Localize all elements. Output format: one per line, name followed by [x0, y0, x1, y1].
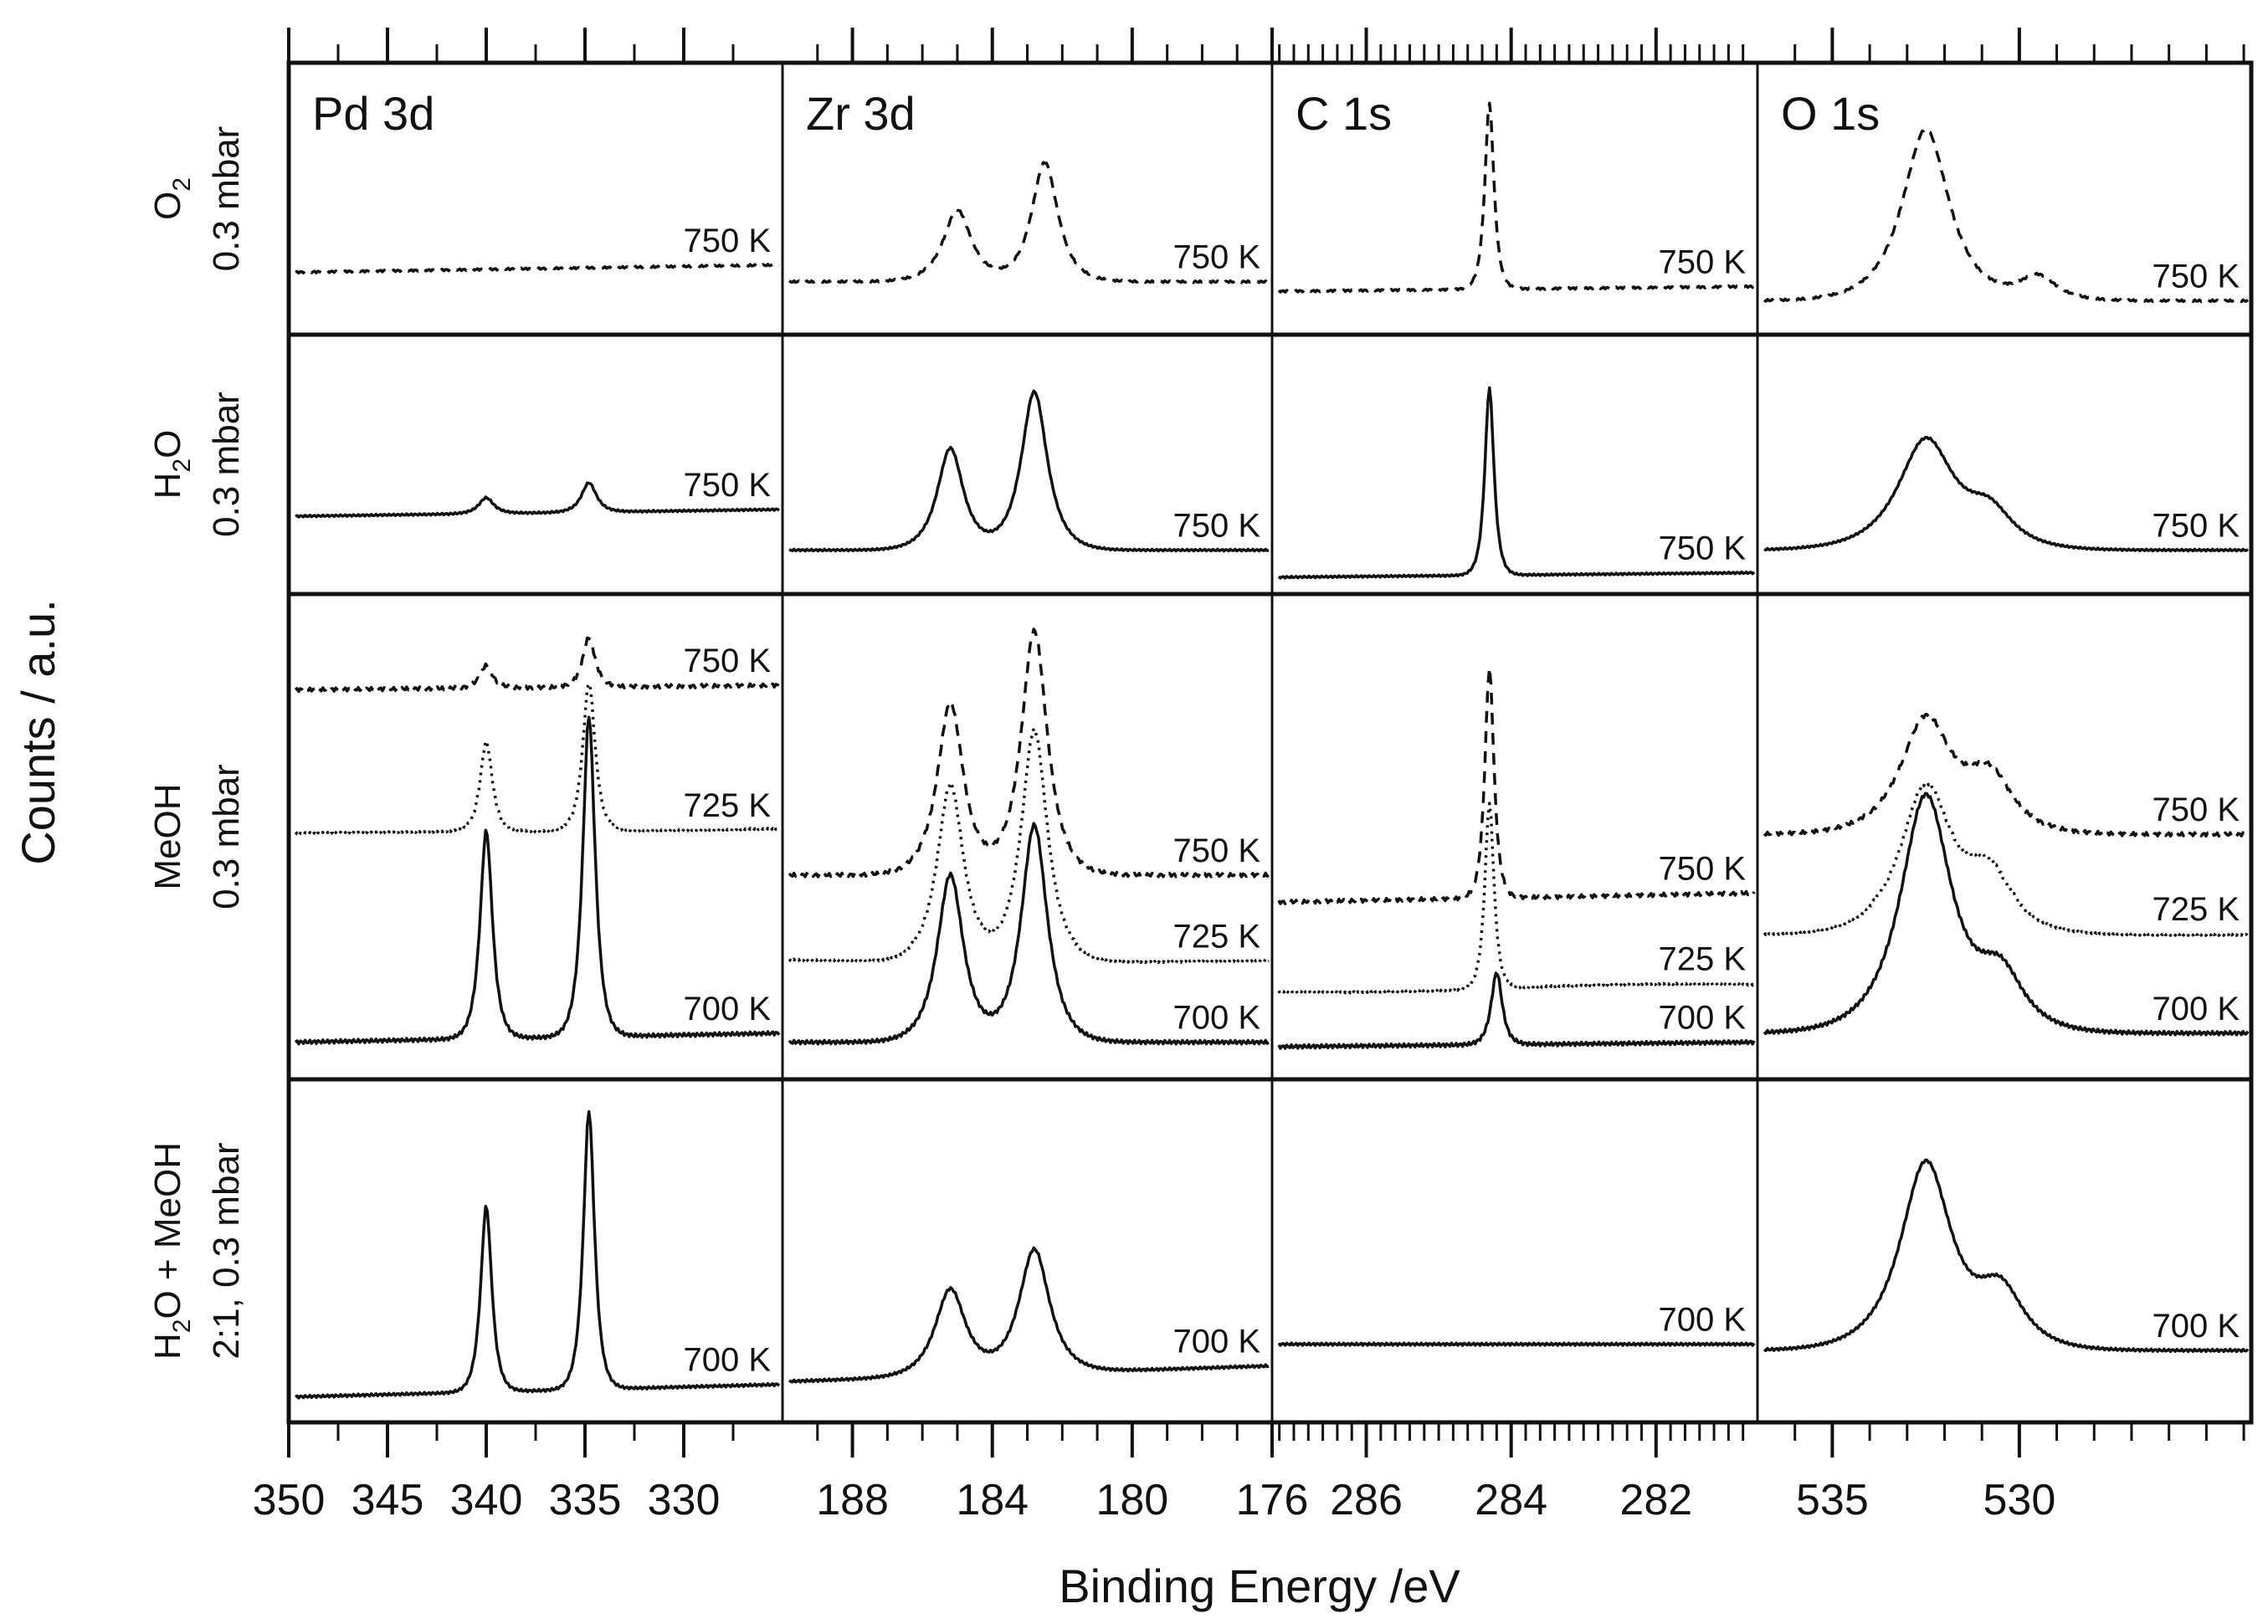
panel-grid	[286, 60, 2254, 1425]
temperature-label: 750 K	[1172, 239, 1260, 276]
temperature-label: 725 K	[683, 787, 771, 824]
spectrum-line	[1277, 386, 1756, 580]
row-label: O2 0.3 mbar	[147, 126, 247, 272]
spectrum-line	[788, 161, 1270, 284]
x-tick-label: 535	[1796, 1476, 1869, 1524]
spectrum-line	[1763, 781, 2250, 937]
temperature-label: 725 K	[1172, 918, 1260, 955]
x-tick-label: 340	[450, 1476, 523, 1524]
row-label-line1: H2O + MeOH	[147, 1142, 196, 1360]
spectrum-line	[788, 726, 1270, 965]
row-label-line1: H2O	[147, 430, 196, 499]
x-tick-label: 176	[1236, 1476, 1309, 1524]
spectrum-line	[294, 715, 781, 1046]
panel-title: Pd 3d	[312, 87, 434, 140]
temperature-label: 750 K	[2152, 792, 2240, 828]
spectrum-line	[1763, 792, 2250, 1037]
panel-title: Zr 3d	[806, 87, 916, 140]
temperature-label: 750 K	[683, 223, 771, 259]
temperature-label: 750 K	[1172, 832, 1260, 869]
spectrum-line	[1277, 971, 1756, 1050]
temperature-label: 750 K	[1172, 508, 1260, 545]
temperature-label: 725 K	[2152, 891, 2240, 928]
x-tick-label: 345	[351, 1476, 424, 1524]
x-tick-label: 335	[549, 1476, 622, 1524]
spectrum-line	[1277, 802, 1756, 996]
temperature-label: 700 K	[2152, 1308, 2240, 1345]
row-label: H2O + MeOH 2:1, 0.3 mbar	[147, 1142, 247, 1360]
temperature-label: 725 K	[1658, 940, 1746, 977]
row-label-line1: MeOH	[147, 783, 188, 889]
spectra-curves	[294, 101, 2250, 1400]
temperature-label: 750 K	[2152, 508, 2240, 545]
temperature-label: 700 K	[2152, 991, 2240, 1027]
x-tick-label: 282	[1619, 1476, 1692, 1524]
panel-title: O 1s	[1781, 87, 1880, 140]
axis-ticks	[287, 28, 2245, 1458]
row-label-line1: O2	[147, 177, 196, 220]
x-tick-label: 188	[816, 1476, 889, 1524]
temperature-label: 750 K	[683, 643, 771, 679]
spectrum-line	[295, 1109, 781, 1400]
outer-frame	[286, 60, 2254, 1425]
spectrum-line	[295, 481, 780, 519]
spectrum-line	[788, 822, 1270, 1046]
row-label: MeOH 0.3 mbar	[147, 764, 247, 909]
spectrum-line	[1763, 436, 2250, 553]
spectrum-line	[294, 682, 781, 838]
temperature-label: 750 K	[1658, 243, 1746, 280]
row-label-line2: 2:1, 0.3 mbar	[206, 1142, 247, 1359]
row-label-line2: 0.3 mbar	[206, 392, 247, 537]
temperature-label: 700 K	[1172, 1324, 1260, 1360]
y-axis-label: Counts / a.u.	[12, 599, 64, 865]
spectrum-line	[1277, 1341, 1756, 1347]
x-tick-label: 184	[956, 1476, 1029, 1524]
x-axis-label: Binding Energy /eV	[1059, 1560, 1460, 1612]
temperature-label: 750 K	[2152, 259, 2240, 295]
spectrum-line	[788, 1246, 1270, 1384]
x-tick-label: 286	[1330, 1476, 1403, 1524]
spectrum-line	[1763, 126, 2250, 304]
x-tick-label: 284	[1475, 1476, 1547, 1524]
x-tick-label: 350	[253, 1476, 326, 1524]
temperature-label: 700 K	[1658, 1302, 1746, 1339]
temperature-label: 700 K	[683, 991, 771, 1027]
spectrum-line	[1277, 666, 1756, 905]
spectrum-line	[1763, 713, 2250, 838]
row-label: H2O 0.3 mbar	[147, 392, 247, 537]
temperature-label: 750 K	[1658, 530, 1746, 567]
x-tick-label: 180	[1096, 1476, 1168, 1524]
temperature-label: 700 K	[683, 1342, 771, 1379]
temperature-label: 700 K	[1658, 1000, 1746, 1037]
spectrum-line	[1763, 1158, 2250, 1354]
temperature-label: 750 K	[683, 467, 771, 504]
text-labels: Binding Energy /eV Counts / a.u. Pd 3d 35…	[12, 87, 2240, 1612]
x-tick-label: 330	[648, 1476, 721, 1524]
panel-title: C 1s	[1296, 87, 1392, 140]
row-label-line2: 0.3 mbar	[206, 764, 247, 909]
temperature-label: 700 K	[1172, 1000, 1260, 1037]
spectrum-line	[295, 263, 781, 275]
spectrum-line	[788, 389, 1270, 553]
row-label-line2: 0.3 mbar	[206, 126, 247, 272]
temperature-label: 750 K	[1658, 850, 1746, 887]
x-tick-label: 530	[1983, 1476, 2055, 1524]
